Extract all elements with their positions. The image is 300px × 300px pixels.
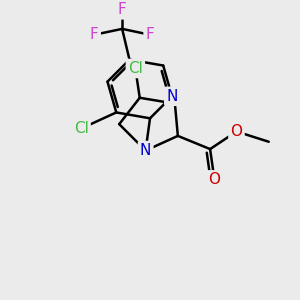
Text: O: O xyxy=(230,124,242,139)
Text: F: F xyxy=(118,2,127,17)
Text: F: F xyxy=(146,27,154,42)
Text: Cl: Cl xyxy=(74,121,88,136)
Text: N: N xyxy=(166,89,178,104)
Text: N: N xyxy=(140,143,151,158)
Text: Cl: Cl xyxy=(128,61,143,76)
Text: F: F xyxy=(90,27,99,42)
Text: O: O xyxy=(208,172,220,188)
